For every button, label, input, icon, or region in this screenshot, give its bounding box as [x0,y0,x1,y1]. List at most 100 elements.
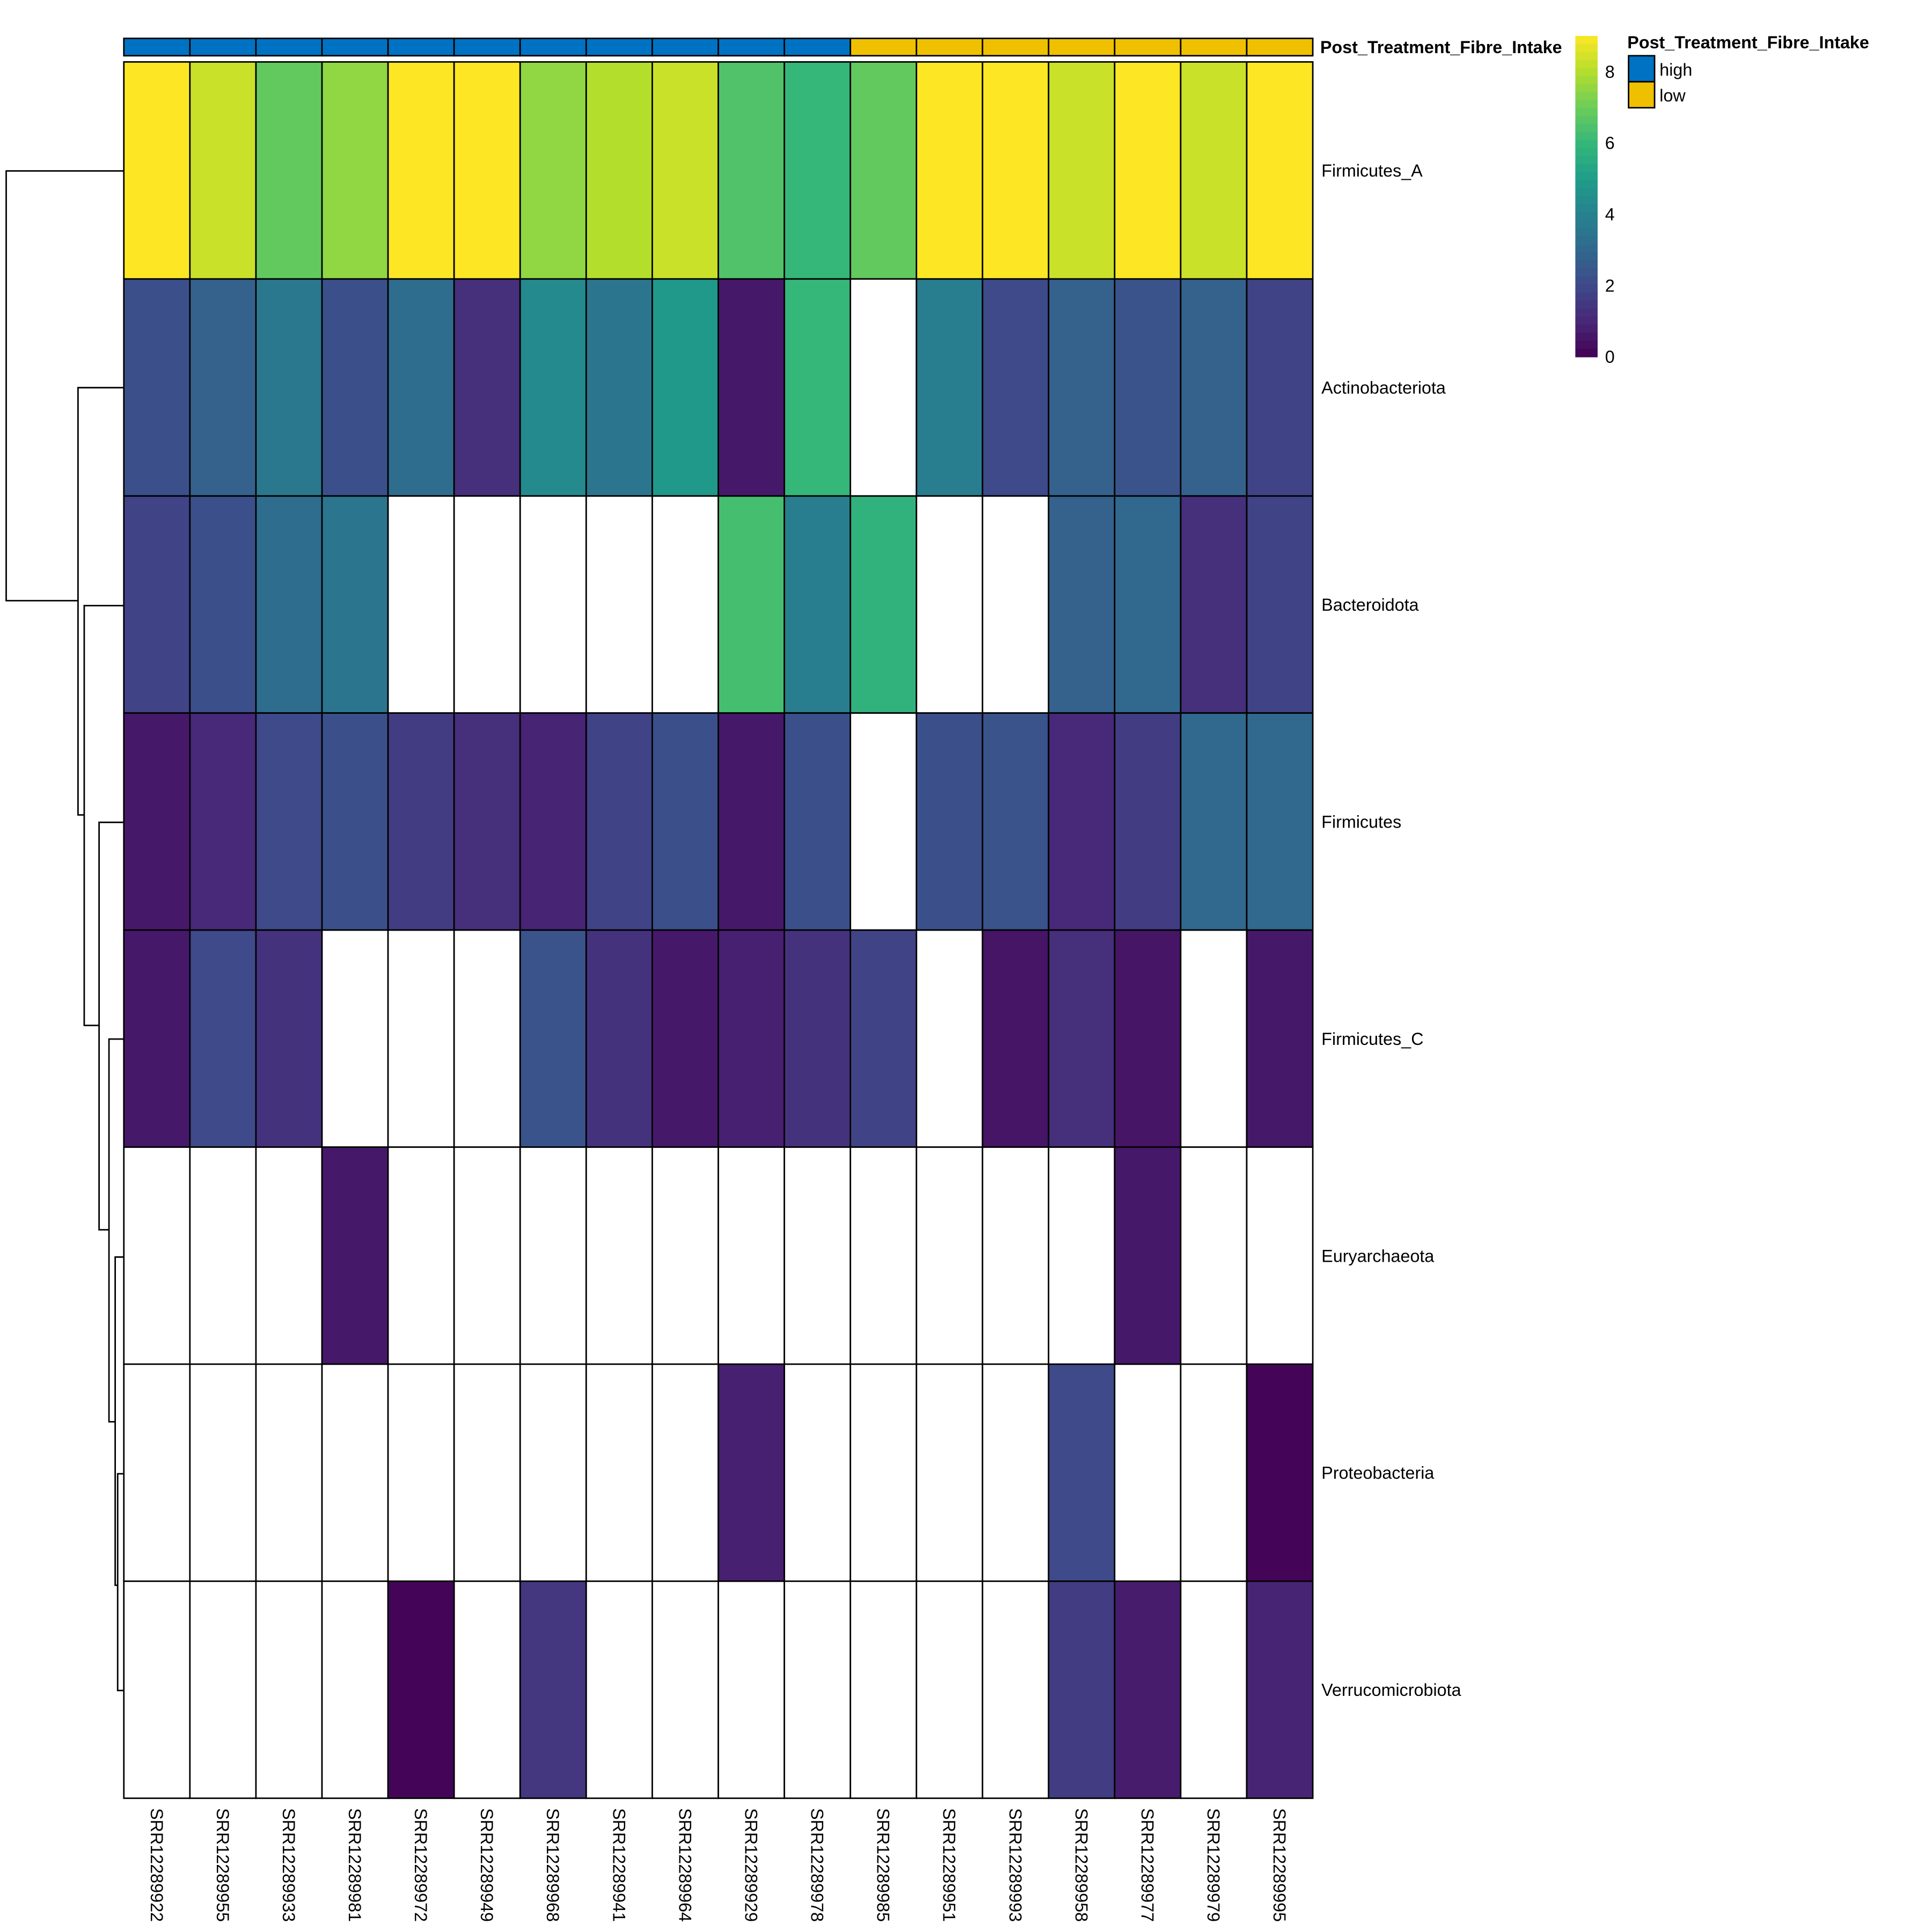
column-label: SRR12289981 [345,1808,364,1922]
row-label: Bacteroidota [1321,595,1418,614]
colorbar-segment [1575,348,1598,357]
annotation-cell [718,38,785,57]
heatmap-cell [784,929,851,1148]
heatmap-cell [255,1146,323,1365]
heatmap-cell [123,61,191,280]
colorbar-segment [1575,301,1598,310]
heatmap-cell [255,712,323,931]
heatmap-cell [1180,1146,1248,1365]
heatmap-cell [1114,929,1182,1148]
annotation-cell [1246,38,1314,57]
colorbar-segment [1575,284,1598,294]
heatmap-cell [321,61,389,280]
heatmap-cell [652,929,719,1148]
heatmap-cell [321,1363,389,1582]
heatmap-cell [519,1146,587,1365]
colorbar-segment [1575,196,1598,205]
colorbar-legend: 0 2 4 6 8 [1575,35,1615,367]
colorbar-segment [1575,244,1598,253]
colorbar-segment [1575,276,1598,286]
heatmap-cell [453,278,521,497]
heatmap-cell [1246,495,1314,714]
annotation-cell [189,38,257,57]
heatmap-cell [1180,712,1248,931]
heatmap-cell [1114,278,1182,497]
heatmap-cell [387,929,455,1148]
heatmap-cell [585,1146,653,1365]
heatmap-cell [916,495,984,714]
heatmap-cell [652,1363,719,1582]
heatmap-cell [1048,712,1116,931]
column-label: SRR12289955 [213,1808,232,1922]
heatmap-cell [1048,278,1116,497]
heatmap-cell [1048,495,1116,714]
heatmap-cell [387,1146,455,1365]
colorbar-tick-label: 8 [1605,62,1615,82]
heatmap-cell [982,61,1050,280]
annotation-label: Post_Treatment_Fibre_Intake [1320,38,1562,57]
heatmap-cell [585,929,653,1148]
heatmap-cell [1246,712,1314,931]
heatmap-cell [519,712,587,931]
row-dendrogram [5,170,124,1692]
heatmap-cell [784,712,851,931]
column-label: SRR12289985 [874,1808,893,1922]
heatmap-cell [916,712,984,931]
legend-label-high: high [1659,60,1692,79]
heatmap-cell [982,278,1050,497]
heatmap-cell [123,929,191,1148]
heatmap-cell [652,278,719,497]
row-label: Proteobacteria [1321,1463,1434,1483]
heatmap-cell [585,495,653,714]
heatmap-cell [784,1363,851,1582]
heatmap-cell [718,61,785,280]
heatmap-cell [718,1146,785,1365]
heatmap-cell [189,1146,257,1365]
row-label: Firmicutes [1321,812,1401,831]
colorbar-segment [1575,52,1598,61]
colorbar-segment [1575,43,1598,53]
heatmap-cell [982,929,1050,1148]
heatmap-cell [453,1580,521,1799]
colorbar-segment [1575,252,1598,261]
colorbar-segment [1575,92,1598,101]
heatmap-cell [519,929,587,1148]
heatmap-cell [982,1580,1050,1799]
heatmap-cell [387,495,455,714]
heatmap-cell [255,278,323,497]
heatmap-cell [784,1580,851,1799]
heatmap-cell [1114,1363,1182,1582]
heatmap-cell [718,712,785,931]
heatmap-cell [916,1580,984,1799]
heatmap-cell [1246,1580,1314,1799]
column-label: SRR12289995 [1270,1808,1289,1922]
annotation-bar [123,38,1314,57]
heatmap-cell [784,1146,851,1365]
annotation-cell [1180,38,1248,57]
heatmap-cell [519,278,587,497]
heatmap-cell [1180,61,1248,280]
heatmap-cell [850,929,918,1148]
column-label: SRR12289964 [675,1808,694,1922]
colorbar-segment [1575,260,1598,269]
heatmap-cell [321,712,389,931]
heatmap-cell [718,929,785,1148]
heatmap-cell [916,929,984,1148]
heatmap-cell [1114,61,1182,280]
annotation-cell [519,38,587,57]
heatmap-cell [916,1363,984,1582]
heatmap-cell [916,61,984,280]
annotation-cell [784,38,851,57]
heatmap-cell [321,278,389,497]
heatmap-cell [1048,1146,1116,1365]
colorbar-segment [1575,228,1598,237]
heatmap-cell [850,495,918,714]
heatmap-cell [982,1146,1050,1365]
colorbar-segment [1575,172,1598,181]
heatmap-cell [387,278,455,497]
colorbar-segment [1575,188,1598,197]
column-label: SRR12289968 [543,1808,562,1922]
heatmap-cell [982,712,1050,931]
colorbar-segment [1575,100,1598,109]
